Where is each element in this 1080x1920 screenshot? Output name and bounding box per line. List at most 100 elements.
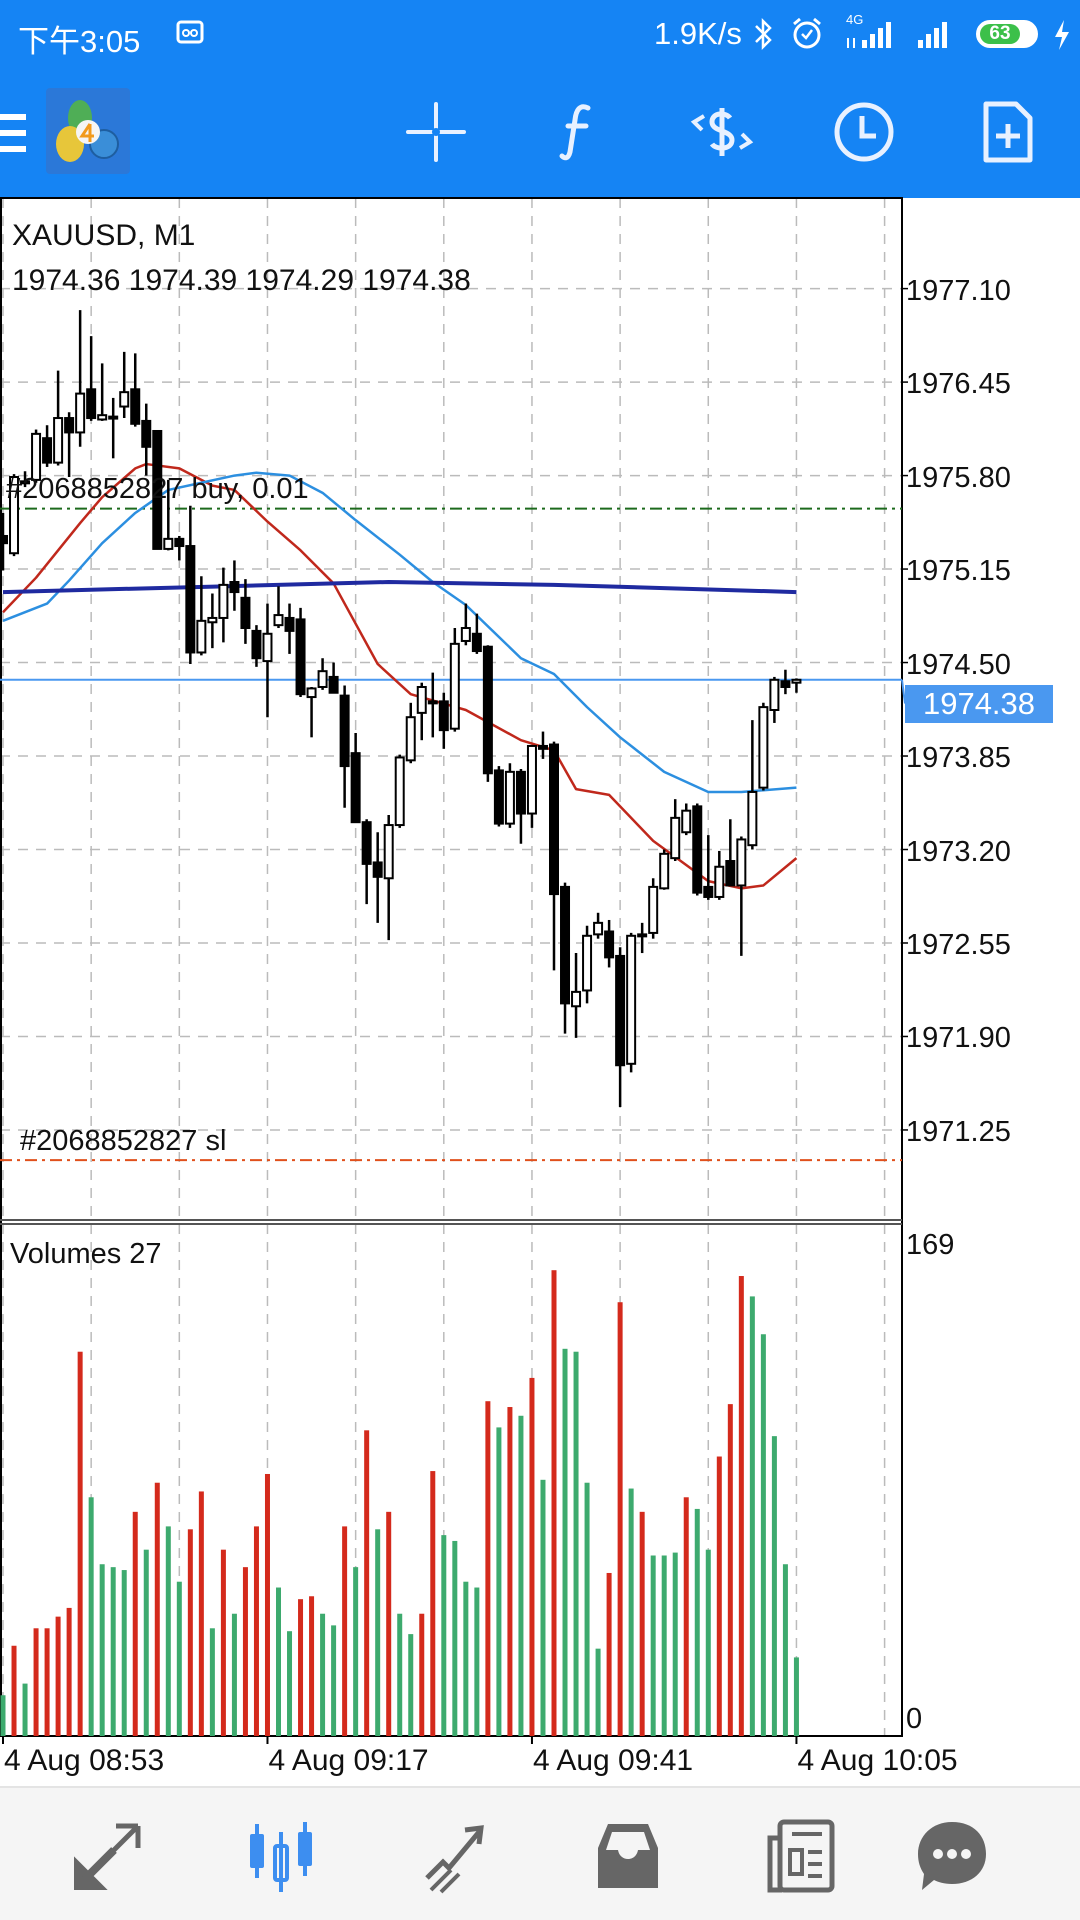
volume-bar <box>595 1648 601 1736</box>
volume-bar <box>529 1377 535 1736</box>
candle-bullish <box>681 809 692 834</box>
price-axis-label: 1974.50 <box>906 648 1011 681</box>
volume-bar <box>452 1540 458 1736</box>
crosshair-icon[interactable] <box>404 100 468 164</box>
candle-bearish <box>515 770 526 815</box>
volume-bar <box>386 1511 392 1736</box>
candle-bearish <box>471 632 482 653</box>
candle-bullish <box>670 816 681 860</box>
volume-bar <box>276 1587 281 1736</box>
candle-bearish <box>780 680 791 688</box>
candle-bullish <box>626 934 637 1065</box>
candle-bearish <box>427 700 438 705</box>
battery-icon: 63 <box>976 20 1038 48</box>
candle-bearish <box>549 743 559 896</box>
volume-bar <box>375 1529 381 1736</box>
candle-bullish <box>405 716 416 762</box>
volume-bar <box>99 1564 105 1736</box>
candle-bearish <box>64 417 75 434</box>
volume-bar <box>683 1497 689 1736</box>
volume-bar <box>110 1567 116 1736</box>
time-axis-label: 4 Aug 08:53 <box>4 1744 165 1777</box>
volume-bar <box>0 1695 6 1736</box>
candle-bullish <box>163 537 174 550</box>
volume-bar <box>650 1555 656 1736</box>
volume-bar <box>441 1535 447 1736</box>
candle-bearish <box>615 954 626 1067</box>
candle-bearish <box>725 860 736 887</box>
volume-bar <box>617 1302 623 1736</box>
candle-bullish <box>736 838 747 887</box>
candle-bullish <box>306 687 317 699</box>
volume-bar <box>485 1401 491 1736</box>
candle-bullish <box>593 921 604 936</box>
volume-bar <box>231 1613 237 1736</box>
volume-bar <box>606 1572 612 1736</box>
candle-bullish <box>504 770 515 825</box>
volume-bar <box>661 1555 667 1736</box>
time-axis-label: 4 Aug 10:05 <box>797 1744 958 1777</box>
volume-bar <box>782 1564 788 1736</box>
stop-loss-label: #2068852827 sl <box>20 1125 227 1157</box>
timeframe-clock-icon[interactable] <box>832 100 896 164</box>
candle-bearish <box>42 437 53 464</box>
volume-bar <box>694 1508 700 1736</box>
bottom-navigation <box>0 1786 1080 1920</box>
nav-history-inbox-icon[interactable] <box>590 1818 666 1894</box>
volume-bar <box>253 1526 259 1736</box>
candle-bullish <box>119 391 130 408</box>
mt4-logo[interactable] <box>46 88 130 174</box>
candle-bullish <box>383 824 394 880</box>
bluetooth-icon <box>755 17 772 51</box>
candle-bearish <box>350 752 361 824</box>
volume-bar <box>309 1596 315 1736</box>
candle-bearish <box>537 744 548 750</box>
volume-bar <box>507 1407 513 1736</box>
price-chart[interactable] <box>0 0 1080 1786</box>
new-document-icon[interactable] <box>976 100 1040 164</box>
price-axis-label: 1971.90 <box>906 1022 1011 1055</box>
nav-chat-icon[interactable] <box>914 1818 990 1894</box>
moving-average-fast <box>2 462 798 890</box>
candle-bearish <box>295 618 306 696</box>
price-axis-label: 1972.55 <box>906 928 1011 961</box>
candle-bullish <box>196 619 207 654</box>
candle-bullish <box>75 392 86 434</box>
volume-bar <box>198 1491 204 1736</box>
nav-trade-icon[interactable] <box>417 1818 493 1894</box>
price-axis-label: 1976.45 <box>906 368 1011 401</box>
candle-bearish <box>240 596 251 630</box>
price-axis-label: 1977.10 <box>906 274 1011 307</box>
volume-bar <box>430 1471 436 1736</box>
chart-frame <box>0 197 903 1737</box>
volume-bar <box>628 1488 634 1736</box>
candle-bearish <box>604 930 615 959</box>
volume-bar <box>760 1334 766 1736</box>
volume-bar <box>33 1628 39 1736</box>
candle-bearish <box>174 537 185 548</box>
menu-icon[interactable] <box>0 112 28 156</box>
time-axis-label: 4 Aug 09:17 <box>268 1744 429 1777</box>
volume-max-label: 169 <box>906 1229 955 1261</box>
volume-bar <box>154 1482 160 1736</box>
nav-quotes-icon[interactable] <box>70 1818 146 1894</box>
volume-bar <box>771 1436 777 1736</box>
candle-bearish <box>141 419 152 448</box>
volume-bar <box>518 1415 524 1736</box>
volume-bar <box>397 1613 403 1736</box>
price-axis-label: 1973.20 <box>906 835 1011 868</box>
volume-bar <box>540 1479 546 1736</box>
candle-bullish <box>273 614 284 627</box>
candle-bullish <box>648 885 659 934</box>
candle-bullish <box>416 685 427 714</box>
volume-bar <box>408 1634 414 1736</box>
trade-dollar-icon[interactable] <box>690 100 754 164</box>
candle-bullish <box>53 417 64 464</box>
nav-chart-icon[interactable] <box>244 1818 320 1894</box>
nav-news-icon[interactable] <box>764 1818 840 1894</box>
app-header: 下午3:05 1.9K/s 4G 63 <box>0 0 1080 198</box>
ohlc-readout: 1974.36 1974.39 1974.29 1974.38 <box>12 264 471 297</box>
volume-bar <box>353 1567 359 1736</box>
candle-bearish <box>339 694 350 768</box>
indicators-f-icon[interactable] <box>546 100 610 164</box>
